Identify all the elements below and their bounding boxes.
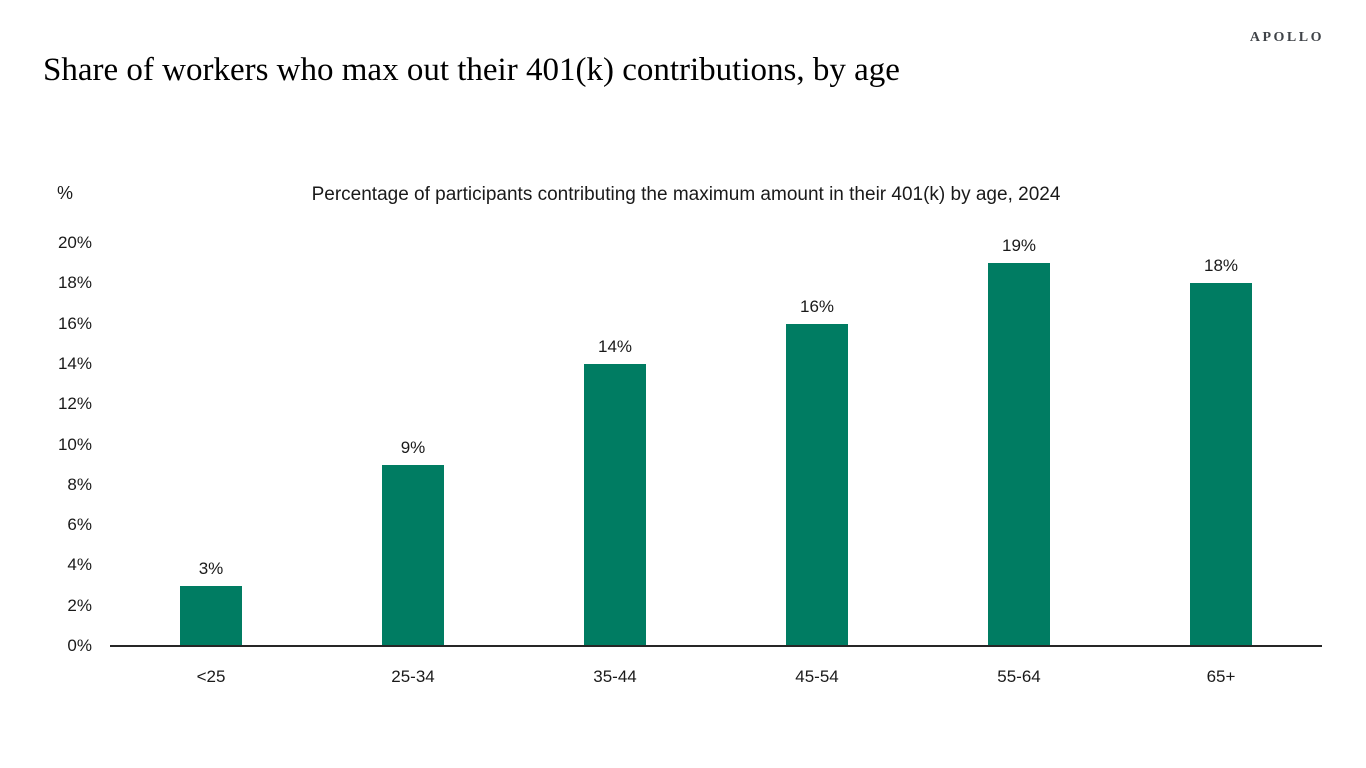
y-axis-unit-label: % (57, 183, 74, 203)
y-axis-tick-label: 16% (57, 313, 92, 333)
bar (1190, 283, 1252, 645)
apollo-logo: APOLLO (1249, 30, 1324, 45)
bar-value-label: 3% (198, 558, 224, 578)
y-axis-tick-label: 2% (67, 595, 92, 615)
x-axis-tick-label: 55-64 (997, 667, 1041, 686)
bar (180, 585, 242, 645)
x-axis-tick-label: 25-34 (391, 667, 435, 686)
y-axis-tick-label: 6% (67, 515, 92, 535)
y-axis-tick-label: 8% (67, 474, 92, 494)
x-axis-tick-label: 35-44 (593, 667, 637, 686)
x-axis-tick-label: 45-54 (795, 667, 839, 686)
y-axis-tick-label: 0% (67, 636, 92, 655)
page-title: Share of workers who max out their 401(k… (43, 52, 900, 88)
bar-value-label: 9% (400, 437, 426, 457)
y-axis-tick-label: 10% (57, 434, 92, 454)
bar (988, 263, 1050, 645)
bar-value-label: 16% (799, 296, 835, 316)
bar (382, 464, 444, 645)
chart-title: Percentage of participants contributing … (311, 184, 1061, 205)
y-axis-tick-label: 20% (57, 233, 92, 252)
x-axis-line (110, 645, 1322, 647)
y-axis-tick-label: 12% (57, 394, 92, 414)
x-axis-tick-label: 65+ (1206, 667, 1236, 686)
y-axis-tick-label: 14% (57, 353, 92, 373)
bar-value-label: 18% (1203, 256, 1239, 276)
x-axis-tick-label: <25 (196, 667, 226, 686)
bar (584, 363, 646, 645)
bar-value-label: 14% (597, 336, 633, 356)
y-axis-tick-label: 4% (67, 555, 92, 575)
y-axis-tick-label: 18% (57, 273, 92, 293)
bar (786, 323, 848, 645)
bar-value-label: 19% (1001, 236, 1037, 256)
